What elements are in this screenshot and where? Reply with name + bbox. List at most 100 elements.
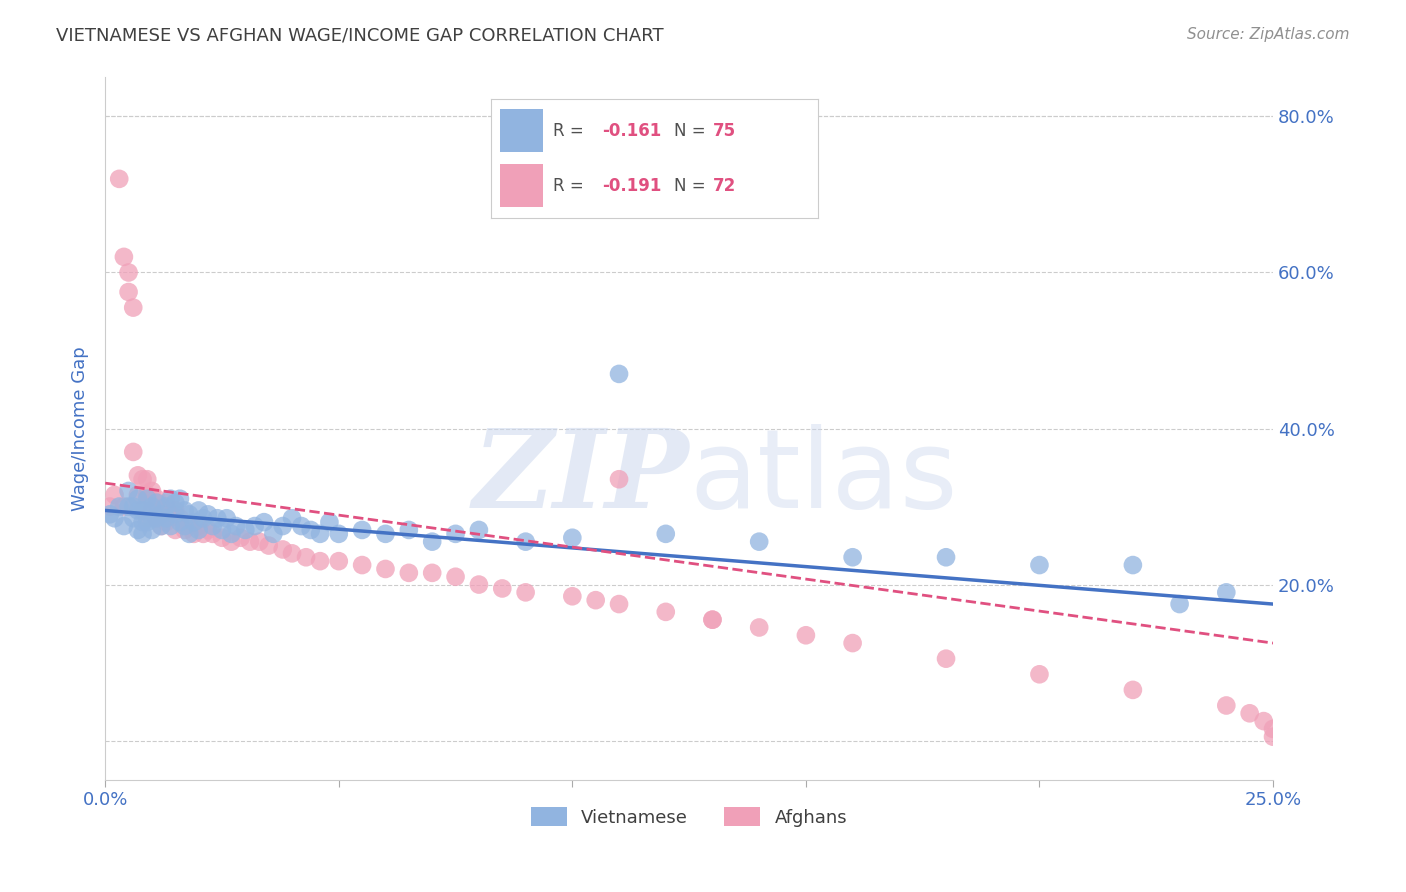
Point: [117, 265, 139, 279]
Point: [136, 511, 159, 525]
Point: [215, 511, 238, 525]
Point: [352, 523, 374, 537]
Text: ZIP: ZIP: [472, 424, 689, 532]
Point: [98, 500, 121, 514]
Point: [131, 472, 153, 486]
Point: [235, 523, 257, 537]
Point: [112, 250, 135, 264]
Point: [183, 515, 205, 529]
Text: VIETNAMESE VS AFGHAN WAGE/INCOME GAP CORRELATION CHART: VIETNAMESE VS AFGHAN WAGE/INCOME GAP COR…: [56, 27, 664, 45]
Point: [794, 628, 817, 642]
Point: [131, 503, 153, 517]
Point: [328, 526, 350, 541]
Point: [1168, 597, 1191, 611]
Point: [155, 515, 177, 529]
Point: [1122, 558, 1144, 572]
Point: [221, 534, 243, 549]
Point: [179, 519, 201, 533]
Point: [607, 597, 630, 611]
Point: [173, 523, 195, 537]
Point: [561, 531, 583, 545]
Point: [444, 570, 467, 584]
Point: [309, 526, 332, 541]
Point: [193, 526, 215, 541]
Point: [179, 508, 201, 522]
Point: [748, 620, 770, 634]
Point: [352, 558, 374, 572]
Point: [103, 488, 125, 502]
Point: [281, 546, 304, 560]
Point: [374, 526, 396, 541]
Point: [131, 503, 153, 517]
Point: [420, 534, 443, 549]
Point: [935, 550, 957, 565]
Point: [468, 577, 491, 591]
Point: [122, 445, 145, 459]
Point: [187, 503, 209, 517]
Point: [103, 511, 125, 525]
Point: [145, 511, 167, 525]
Point: [141, 523, 163, 537]
Point: [169, 515, 191, 529]
Point: [309, 554, 332, 568]
Point: [1261, 730, 1284, 744]
Point: [108, 500, 131, 514]
Point: [165, 503, 187, 517]
Point: [136, 491, 159, 506]
Point: [127, 488, 149, 502]
Point: [211, 531, 233, 545]
Point: [108, 172, 131, 186]
Point: [1215, 585, 1237, 599]
Point: [117, 483, 139, 498]
Point: [290, 519, 312, 533]
Point: [127, 491, 149, 506]
Point: [841, 550, 863, 565]
Point: [117, 285, 139, 299]
Point: [271, 542, 294, 557]
Point: [127, 468, 149, 483]
Point: [607, 472, 630, 486]
Point: [122, 511, 145, 525]
Point: [187, 523, 209, 537]
Point: [159, 508, 181, 522]
Point: [131, 526, 153, 541]
Point: [1253, 714, 1275, 728]
Point: [702, 613, 724, 627]
Legend: Vietnamese, Afghans: Vietnamese, Afghans: [523, 800, 855, 834]
Point: [159, 491, 181, 506]
Point: [112, 500, 135, 514]
Point: [1028, 667, 1050, 681]
Point: [257, 539, 280, 553]
Point: [841, 636, 863, 650]
Point: [150, 508, 173, 522]
Point: [136, 515, 159, 529]
Point: [173, 503, 195, 517]
Point: [193, 511, 215, 525]
Point: [702, 613, 724, 627]
Point: [165, 496, 187, 510]
Point: [155, 511, 177, 525]
Point: [398, 523, 420, 537]
Point: [169, 491, 191, 506]
Point: [145, 496, 167, 510]
Point: [491, 582, 513, 596]
Point: [271, 519, 294, 533]
Point: [655, 605, 678, 619]
Point: [398, 566, 420, 580]
Point: [141, 503, 163, 517]
Point: [281, 511, 304, 525]
Point: [221, 526, 243, 541]
Point: [169, 511, 191, 525]
Point: [748, 534, 770, 549]
Point: [225, 519, 247, 533]
Point: [145, 511, 167, 525]
Point: [515, 534, 537, 549]
Point: [98, 508, 121, 522]
Point: [150, 500, 173, 514]
Point: [374, 562, 396, 576]
Point: [420, 566, 443, 580]
Point: [444, 526, 467, 541]
Point: [165, 508, 187, 522]
Point: [136, 472, 159, 486]
Point: [201, 519, 224, 533]
